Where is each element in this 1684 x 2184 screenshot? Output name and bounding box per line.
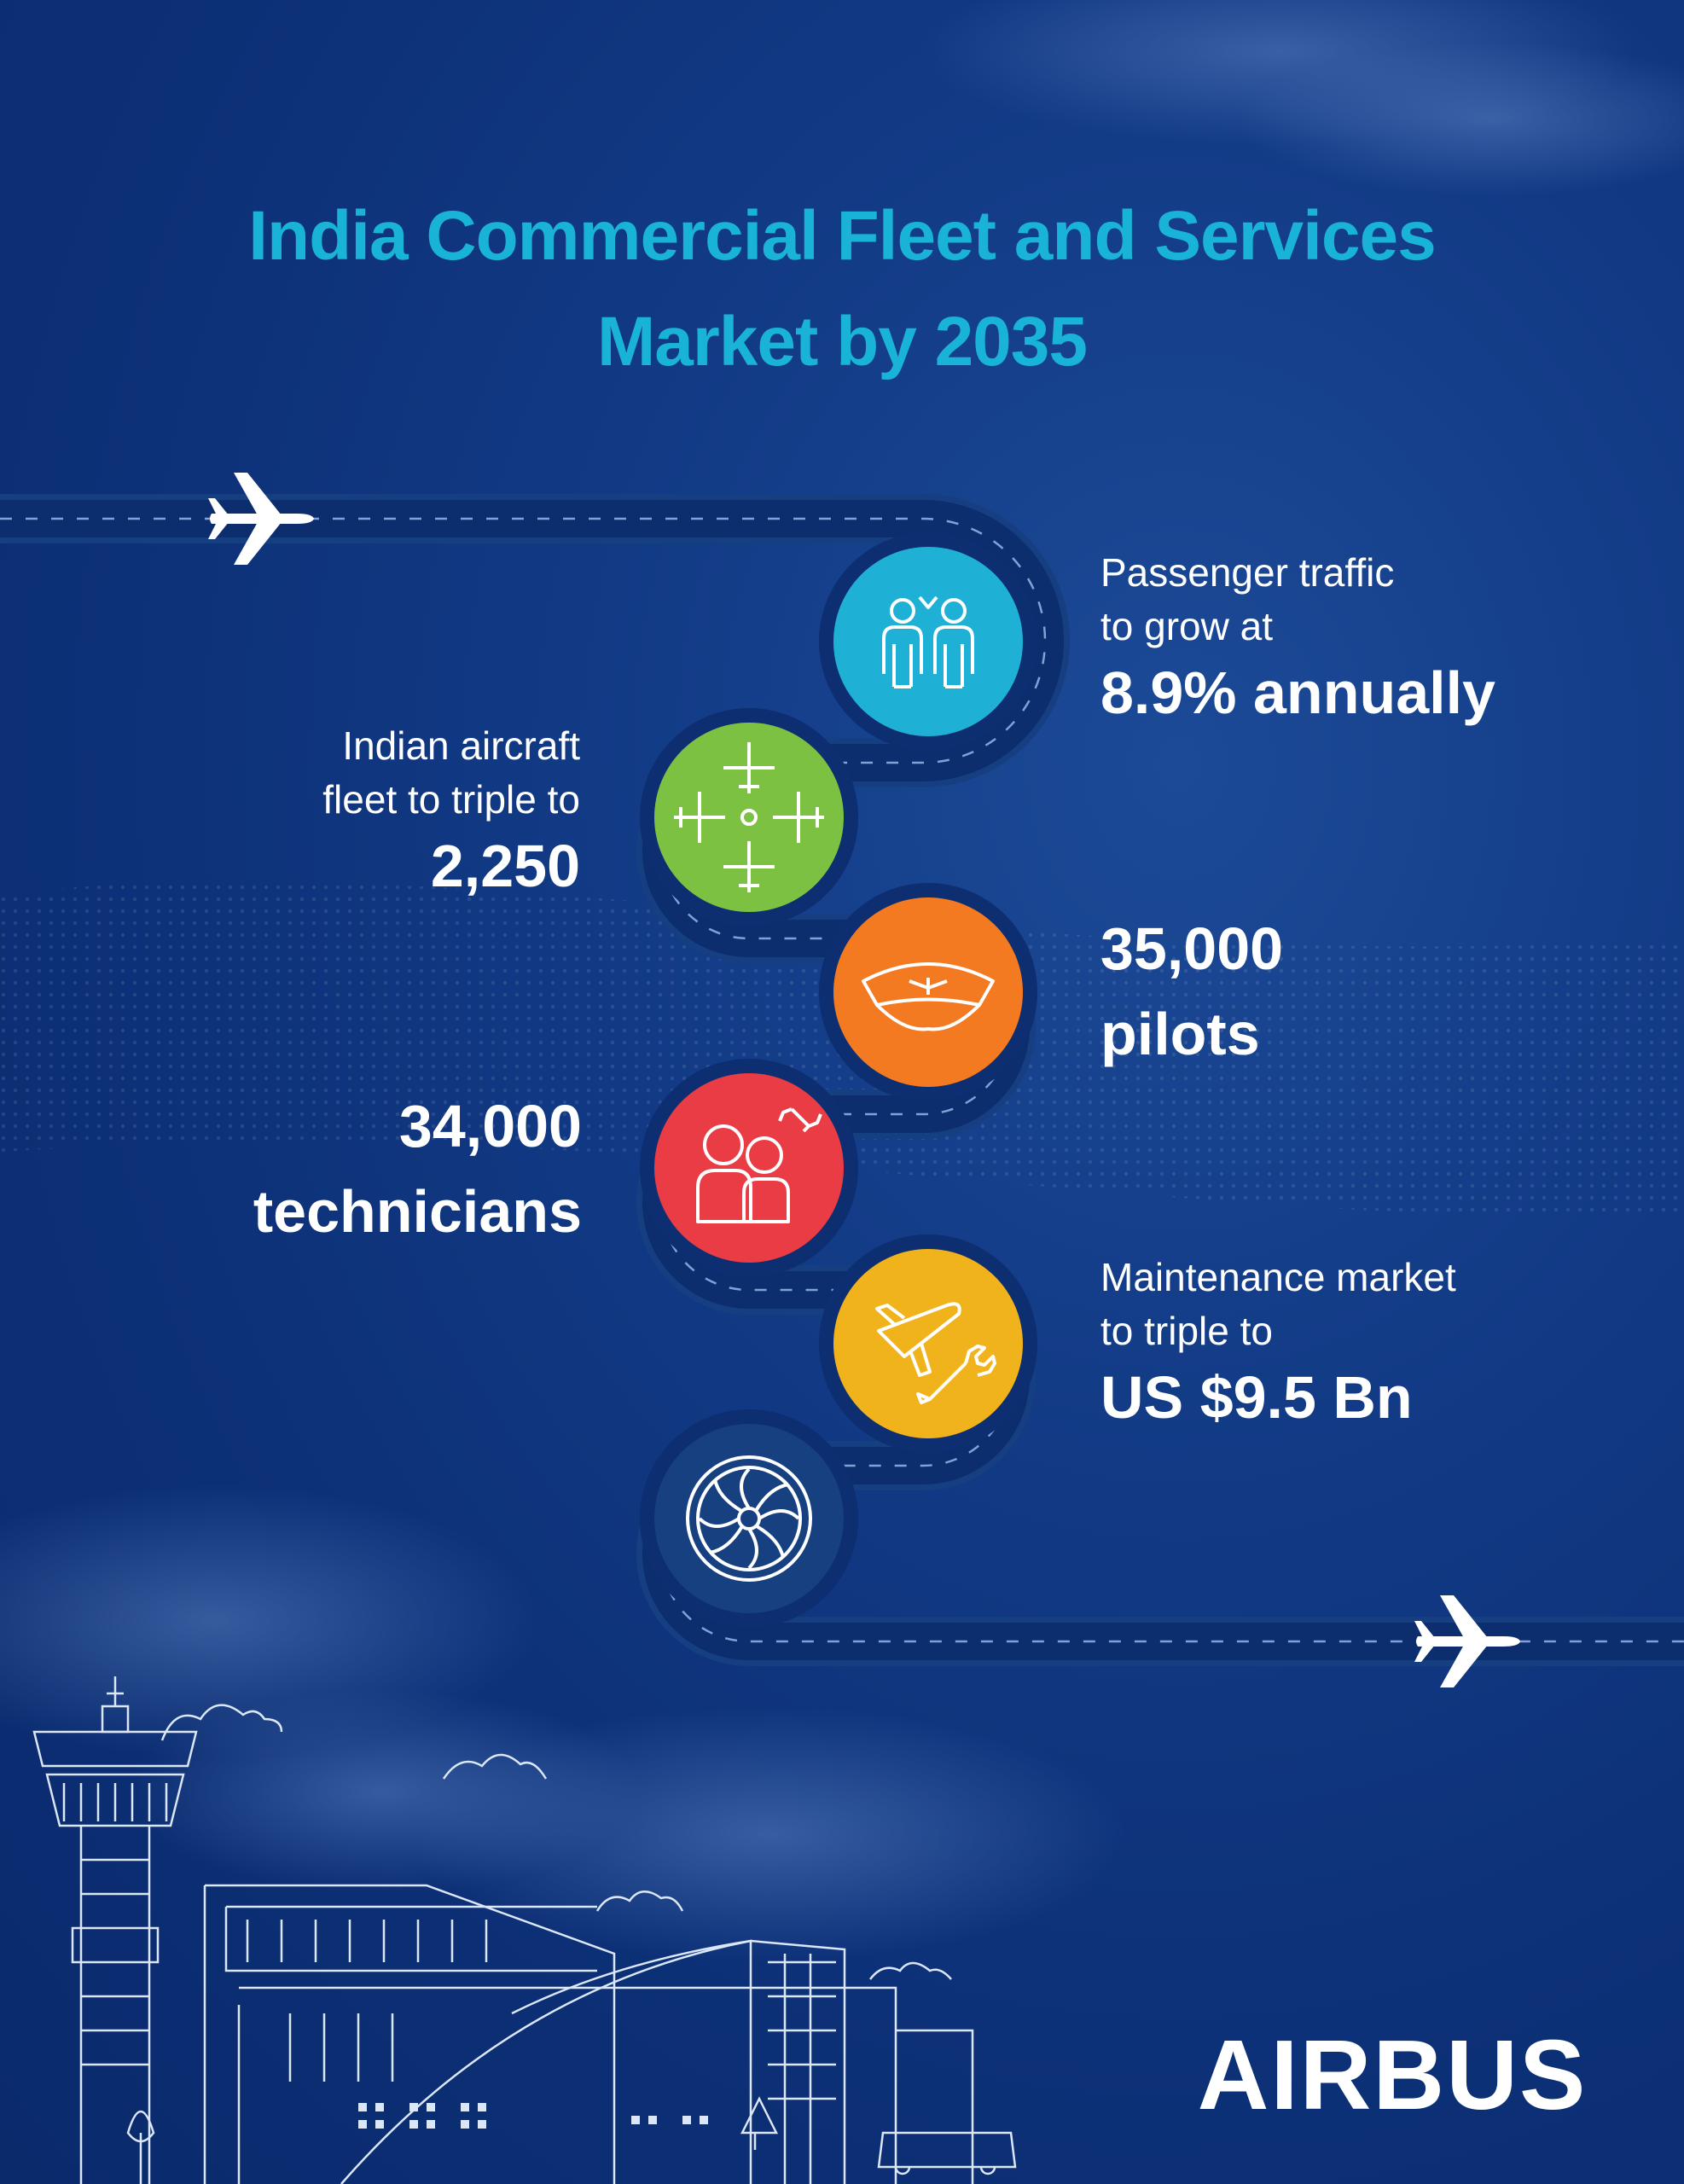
stat-maintenance-line1: Maintenance market xyxy=(1100,1255,1456,1299)
circle-engine xyxy=(640,1409,858,1628)
circle-fleet xyxy=(640,708,858,926)
cloud-outlines xyxy=(160,1704,952,1980)
control-tower-icon xyxy=(32,1676,198,2184)
stat-maintenance: Maintenance market to triple to US $9.5 … xyxy=(1100,1251,1664,1437)
stat-technicians: 34,000 technicians xyxy=(85,1083,582,1254)
plane-wrench-icon xyxy=(875,1302,996,1404)
stat-pilots-label: pilots xyxy=(1100,1001,1260,1067)
title-line-1: India Commercial Fleet and Services xyxy=(248,197,1436,275)
stat-pilots-value: 35,000 xyxy=(1100,915,1284,982)
circle-technicians xyxy=(640,1059,858,1277)
stat-passenger-line1: Passenger traffic xyxy=(1100,550,1395,595)
circle-maintenance xyxy=(819,1234,1037,1453)
stat-passenger-line2: to grow at xyxy=(1100,604,1273,648)
jet-engine-icon xyxy=(686,1455,812,1582)
stat-fleet: Indian aircraft fleet to triple to 2,250 xyxy=(154,719,580,905)
technicians-icon xyxy=(696,1107,822,1223)
stat-pilots: 35,000 pilots xyxy=(1100,906,1612,1077)
building-windows xyxy=(358,2103,708,2129)
stat-fleet-line2: fleet to triple to xyxy=(322,777,580,822)
stat-fleet-value: 2,250 xyxy=(430,833,580,899)
clouds xyxy=(0,0,1684,1962)
airplane-icon xyxy=(208,473,314,565)
stat-passenger: Passenger traffic to grow at 8.9% annual… xyxy=(1100,546,1646,732)
stat-maintenance-line2: to triple to xyxy=(1100,1309,1273,1353)
title-line-2: Market by 2035 xyxy=(596,303,1088,380)
stat-passenger-value: 8.9% annually xyxy=(1100,659,1495,726)
stat-technicians-value: 34,000 xyxy=(398,1093,582,1159)
terminal-building-icon xyxy=(126,1884,1017,2184)
stat-technicians-label: technicians xyxy=(253,1178,582,1245)
airplane-icon xyxy=(1414,1595,1520,1687)
aircraft-fleet-icon xyxy=(674,742,824,892)
page-title: India Commercial Fleet and Services Mark… xyxy=(0,183,1684,395)
passengers-icon xyxy=(882,595,974,688)
stat-fleet-line1: Indian aircraft xyxy=(342,723,580,768)
stat-maintenance-value: US $9.5 Bn xyxy=(1100,1364,1413,1431)
airbus-logo: AIRBUS xyxy=(1197,2019,1588,2130)
pilot-cap-icon xyxy=(862,962,995,1031)
circle-passenger xyxy=(819,532,1037,751)
flight-path xyxy=(0,494,1684,1666)
